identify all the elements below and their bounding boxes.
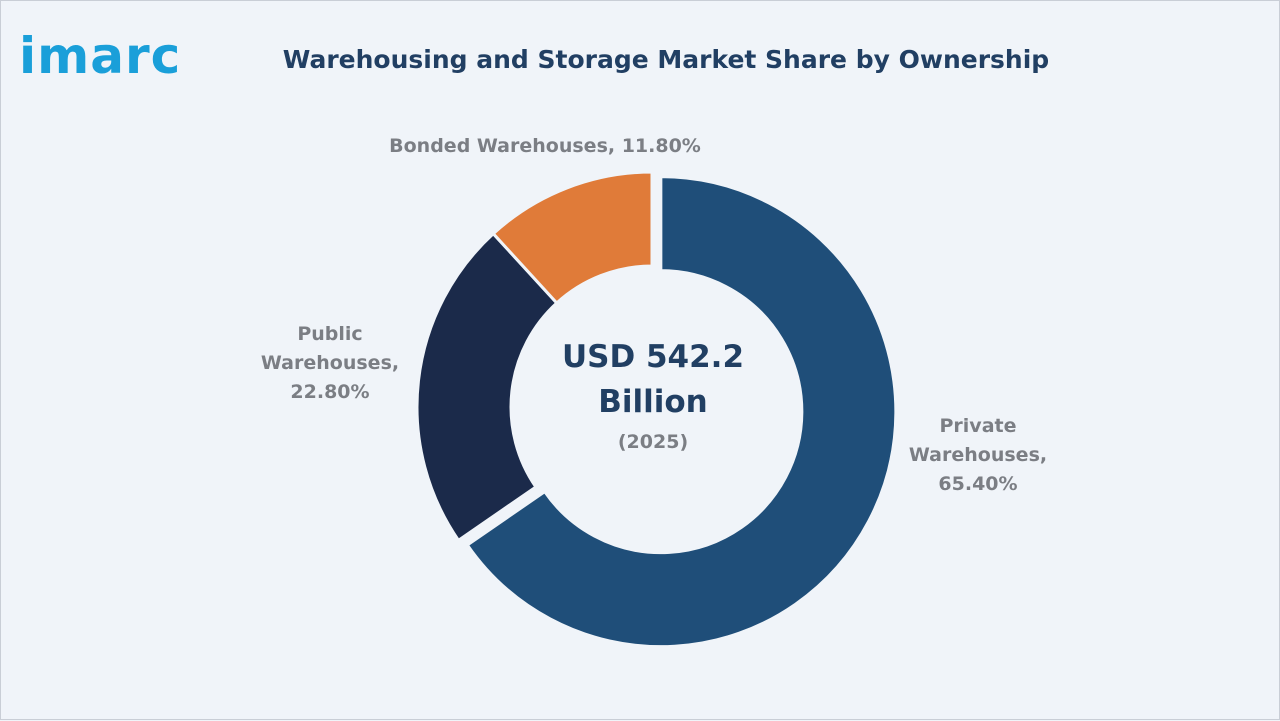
center-value-line1: USD 542.2 bbox=[562, 339, 744, 375]
slice-private-warehouses bbox=[465, 175, 898, 649]
label-private-warehouses: Private Warehouses, 65.40% bbox=[909, 415, 1047, 495]
label-public-warehouses: Public Warehouses, 22.80% bbox=[261, 323, 399, 403]
center-year: (2025) bbox=[618, 431, 688, 453]
label-line: Private bbox=[940, 415, 1017, 437]
slice-public-warehouses bbox=[415, 231, 559, 543]
slice-group bbox=[415, 170, 898, 649]
imarc-logo: imarc bbox=[19, 27, 181, 83]
logo-text: imarc bbox=[19, 27, 181, 83]
label-line: 65.40% bbox=[938, 473, 1017, 495]
slice-bonded-warehouses bbox=[491, 170, 654, 306]
label-bonded-warehouses: Bonded Warehouses, 11.80% bbox=[389, 135, 701, 157]
label-group: Private Warehouses, 65.40% Public Warehouses… bbox=[261, 135, 1047, 495]
label-line: 22.80% bbox=[290, 381, 369, 403]
label-line: Warehouses, bbox=[909, 444, 1047, 466]
center-value-line2: Billion bbox=[598, 384, 708, 420]
label-line: Public bbox=[297, 323, 362, 345]
chart-title: Warehousing and Storage Market Share by … bbox=[282, 45, 1050, 74]
label-line: Bonded Warehouses, 11.80% bbox=[389, 135, 701, 157]
label-line: Warehouses, bbox=[261, 352, 399, 374]
